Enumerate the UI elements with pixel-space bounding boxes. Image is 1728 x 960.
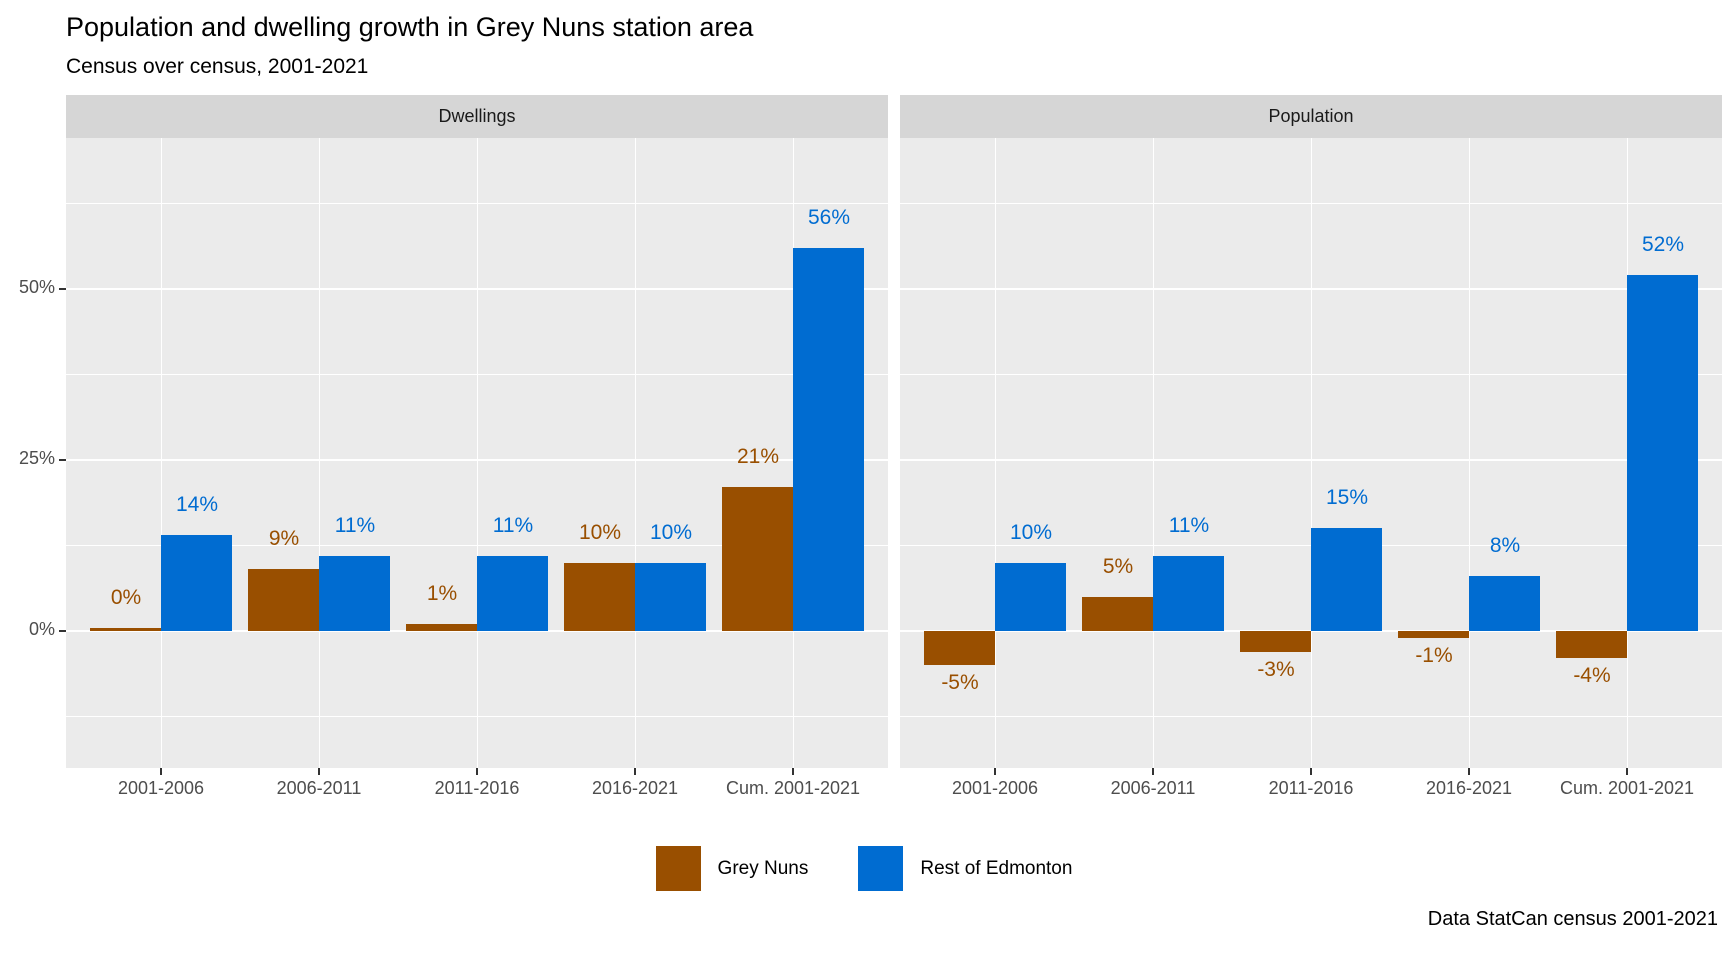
x-axis-tick-mark [1152,768,1154,775]
bar-value-label: -4% [1573,664,1611,687]
facet-strip: Dwellings [66,95,888,138]
x-axis-tick-mark [1468,768,1470,775]
x-axis-tick-label: 2001-2006 [117,778,205,798]
gridline-vertical [1153,138,1154,768]
x-axis-tick-mark [634,768,636,775]
x-axis-tick-label: Cum. 2001-2021 [1559,778,1695,798]
gridline-vertical [319,138,320,768]
y-axis-tick-label: 0% [28,619,55,640]
chart-title: Population and dwelling growth in Grey N… [66,12,754,42]
x-axis-tick-mark [1626,768,1628,775]
x-axis-tick-label: 2016-2021 [591,778,679,798]
y-axis-tick-mark [59,287,66,290]
legend-entry-grey-nuns: Grey Nuns [655,846,809,891]
bar-grey-nuns [1240,631,1311,652]
legend-label-grey-nuns: Grey Nuns [717,858,809,879]
facet-strip-label: Population [1268,106,1354,126]
bar-rest-of-edmonton [995,563,1066,631]
facet-strip-label: Dwellings [438,106,516,126]
gridline-vertical [1311,138,1312,768]
legend-entry-rest-of-edmonton: Rest of Edmonton [858,846,1072,891]
bar-rest-of-edmonton [1153,556,1224,631]
bar-grey-nuns [1398,631,1469,638]
bar-grey-nuns [406,624,477,631]
bar-grey-nuns [722,487,793,631]
chart-subtitle: Census over census, 2001-2021 [66,55,369,78]
facet-panel-population: Population -5% 5% -3% -1% -4% 10% 11% 15% 8% 52% 20… [900,0,1722,960]
y-axis-tick-mark [59,458,66,461]
gridline-vertical [477,138,478,768]
bar-grey-nuns [564,563,635,631]
x-axis-tick-label: Cum. 2001-2021 [725,778,861,798]
bar-value-label: 14% [175,493,219,516]
x-axis-tick-mark [318,768,320,775]
bar-value-label: 11% [492,514,534,537]
x-axis-tick-label: 2006-2011 [1110,778,1196,798]
x-axis-tick-mark [994,768,996,775]
gridline-vertical [1469,138,1470,768]
bar-rest-of-edmonton [1469,576,1540,631]
bar-rest-of-edmonton [1627,275,1698,631]
bar-value-label: 52% [1641,233,1685,256]
bar-value-label: 5% [1102,555,1134,578]
panel-body [900,138,1722,768]
y-axis-tick-label: 25% [18,447,55,468]
bar-grey-nuns [1556,631,1627,658]
y-axis-tick-label: 50% [18,276,55,297]
x-axis-tick-mark [160,768,162,775]
bar-rest-of-edmonton [161,535,232,631]
chart-caption: Data StatCan census 2001-2021 [1427,908,1718,930]
x-axis-tick-mark [792,768,794,775]
bar-grey-nuns [1082,597,1153,631]
bar-rest-of-edmonton [635,563,706,631]
bar-value-label: -1% [1415,644,1453,667]
y-axis-tick-mark [59,630,66,633]
bar-value-label: 10% [1009,521,1053,544]
bar-value-label: 11% [1168,514,1210,537]
legend-label-rest-of-edmonton: Rest of Edmonton [920,858,1073,879]
bar-rest-of-edmonton [477,556,548,631]
grey-nuns-swatch [655,846,701,891]
bar-value-label: 8% [1489,534,1521,557]
x-axis-tick-label: 2001-2006 [951,778,1039,798]
bar-value-label: 56% [807,206,851,229]
rest-of-edmonton-swatch [858,846,904,891]
bar-value-label: -5% [941,671,979,694]
x-axis-tick-mark [1310,768,1312,775]
bar-rest-of-edmonton [319,556,390,631]
x-axis-tick-label: 2011-2016 [434,778,520,798]
x-axis-tick-mark [476,768,478,775]
bar-grey-nuns [248,569,319,631]
x-axis-tick-label: 2016-2021 [1425,778,1513,798]
gridline-vertical [161,138,162,768]
bar-rest-of-edmonton [793,248,864,631]
gridline-vertical [635,138,636,768]
bar-grey-nuns [924,631,995,665]
facet-panel-dwellings: Dwellings 0% 9% 1% 10% 21% 14% 11% 11% 10% 56% 2001… [66,0,888,960]
panel-body [66,138,888,768]
bar-value-label: 11% [334,514,376,537]
bar-value-label: 10% [649,521,693,544]
x-axis-tick-label: 2006-2011 [276,778,362,798]
bar-value-label: 10% [578,521,622,544]
bar-value-label: 21% [736,445,780,468]
bar-value-label: 0% [110,586,142,609]
x-axis-tick-label: 2011-2016 [1268,778,1354,798]
bar-grey-nuns [90,628,161,631]
bar-rest-of-edmonton [1311,528,1382,631]
facet-strip: Population [900,95,1722,138]
gridline-vertical [995,138,996,768]
bar-value-label: 15% [1325,486,1369,509]
legend: Grey Nuns Rest of Edmonton [0,846,1728,891]
bar-value-label: -3% [1257,658,1295,681]
bar-value-label: 1% [426,582,458,605]
bar-value-label: 9% [268,527,300,550]
